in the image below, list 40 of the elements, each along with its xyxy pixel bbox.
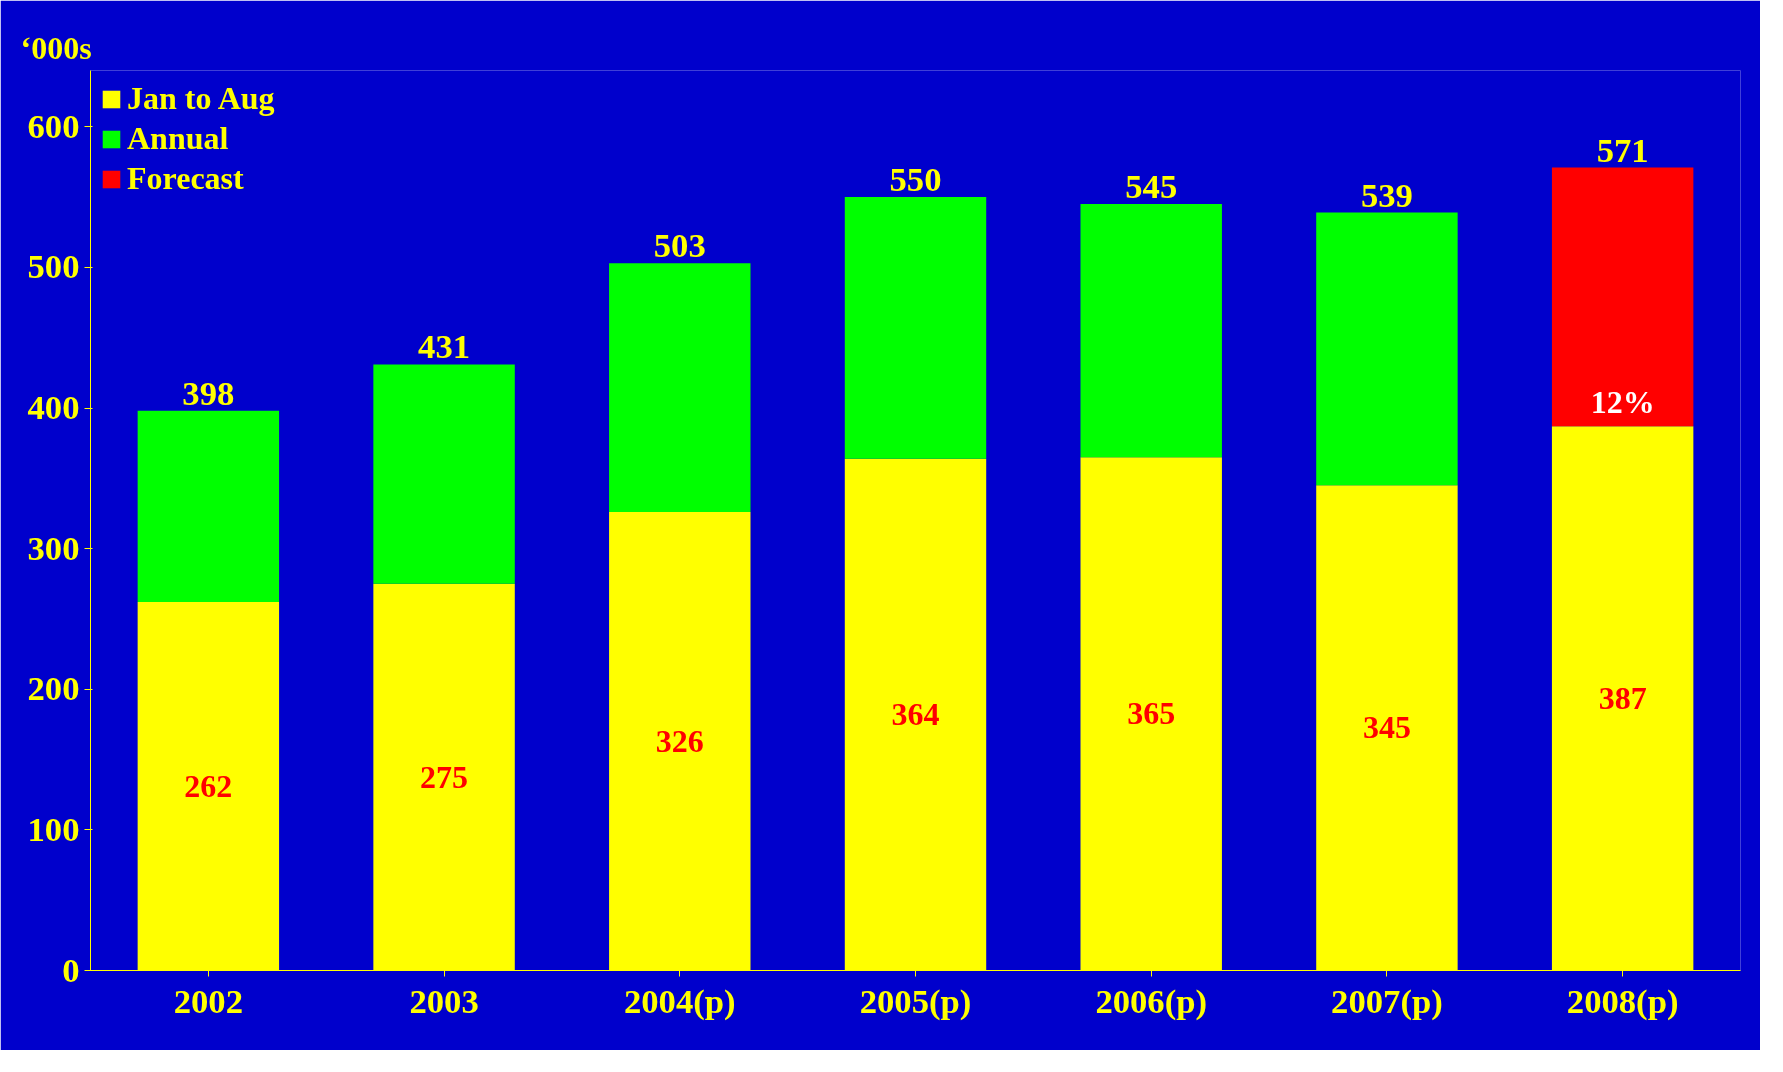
legend-label: Jan to Aug: [127, 80, 275, 117]
annotation: 12%: [1590, 384, 1655, 421]
x-tick-label: 2005(p): [859, 981, 972, 1021]
bar: [609, 263, 751, 513]
bar: [844, 197, 987, 459]
data-label: 262: [184, 767, 233, 804]
x-tick-label: 2007(p): [1331, 981, 1443, 1021]
legend-label: Annual: [127, 120, 229, 157]
total-label: 550: [889, 160, 942, 199]
x-tick-label: 2003: [409, 981, 479, 1020]
legend-label: Forecast: [127, 160, 244, 197]
y-tick-label: 600: [27, 106, 80, 145]
bar: [373, 364, 515, 584]
x-tick-label: 2004(p): [623, 981, 736, 1021]
total-label: 398: [182, 373, 235, 412]
data-label: 387: [1598, 679, 1647, 716]
data-label: 345: [1362, 709, 1411, 746]
bar: [137, 410, 280, 603]
y-tick-label: 300: [27, 528, 80, 567]
total-label: 431: [418, 327, 471, 366]
y-tick-label: 400: [27, 388, 80, 426]
bar: [1316, 212, 1458, 486]
data-label: 275: [420, 758, 469, 795]
bar: [1551, 167, 1694, 427]
data-label: 364: [891, 696, 940, 733]
y-axis-title: ‘000s: [20, 29, 92, 66]
total-label: 545: [1125, 167, 1178, 206]
data-label: 326: [655, 722, 704, 759]
data-label: 365: [1127, 695, 1176, 732]
total-label: 571: [1596, 130, 1649, 169]
y-tick-label: 200: [27, 669, 80, 708]
bar: [1080, 204, 1222, 458]
x-tick-label: 2006(p): [1095, 981, 1208, 1021]
total-label: 539: [1360, 175, 1413, 214]
y-tick-label: 0: [62, 950, 80, 989]
y-tick-label: 500: [27, 247, 80, 286]
total-label: 503: [653, 226, 706, 265]
y-tick-label: 100: [27, 809, 80, 848]
x-tick-label: 2008(p): [1566, 981, 1679, 1021]
x-tick-label: 2002: [173, 981, 244, 1020]
